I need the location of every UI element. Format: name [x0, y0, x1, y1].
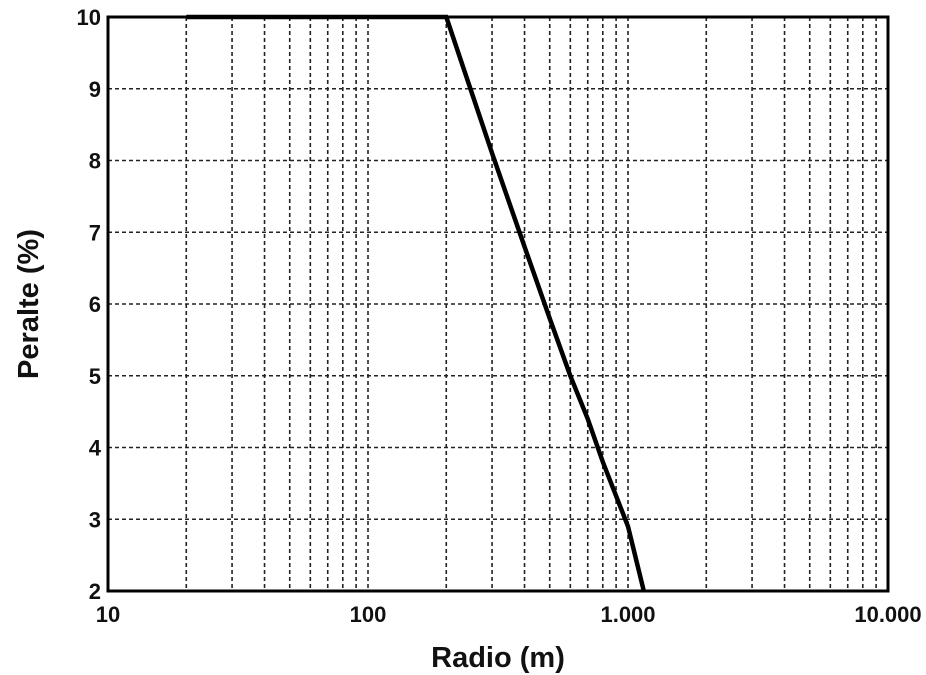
y-tick-label: 9: [89, 77, 101, 102]
grid-lines: [108, 17, 888, 591]
y-tick-label: 2: [89, 579, 101, 604]
y-tick-label: 3: [89, 507, 101, 532]
y-tick-label: 10: [77, 5, 101, 30]
x-tick-label: 100: [350, 602, 387, 627]
x-tick-label: 10.000: [854, 602, 921, 627]
series-line-1: [186, 14, 646, 592]
y-tick-label: 8: [89, 149, 101, 174]
x-tick-label: 1.000: [600, 602, 655, 627]
plot-frame: [106, 15, 890, 593]
series-layer: [186, 14, 646, 592]
y-tick-label: 7: [89, 220, 101, 245]
y-axis-title: Peralte (%): [13, 229, 45, 379]
x-tick-labels: 10 100 1.000 10.000: [96, 602, 922, 627]
x-axis-title: Radio (m): [431, 642, 565, 674]
y-tick-label: 6: [89, 292, 101, 317]
y-tick-label: 4: [89, 436, 102, 461]
y-tick-labels: 2 3 4 5 6 7 8 9 10: [77, 5, 102, 604]
y-tick-label: 5: [89, 364, 101, 389]
x-tick-label: 10: [96, 602, 120, 627]
